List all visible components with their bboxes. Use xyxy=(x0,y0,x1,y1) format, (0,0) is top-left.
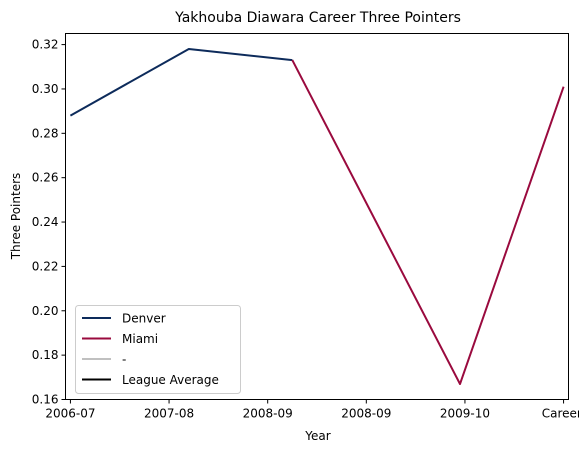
x-tick-label: 2008-09 xyxy=(341,407,391,421)
x-tick-label: 2006-07 xyxy=(45,407,95,421)
series-line-miami xyxy=(291,59,565,385)
plot-area xyxy=(69,48,565,385)
y-tick-label: 0.30 xyxy=(32,82,59,96)
y-tick-label: 0.16 xyxy=(32,393,59,407)
y-axis-label: Three Pointers xyxy=(9,173,23,261)
x-tick-label: 2008-09 xyxy=(243,407,293,421)
x-tick-label: Career- xyxy=(542,407,579,421)
y-tick-label: 0.32 xyxy=(32,38,59,52)
y-tick-label: 0.18 xyxy=(32,348,59,362)
legend-label: Denver xyxy=(122,312,166,326)
legend-label: Miami xyxy=(122,332,158,346)
y-axis: 0.16 0.18 0.20 0.22 0.24 0.26 0.28 0.30 0.32 xyxy=(32,38,66,407)
x-tick-label: 2009-10 xyxy=(440,407,490,421)
legend-label: League Average xyxy=(122,373,219,387)
y-tick-label: 0.28 xyxy=(32,126,59,140)
y-tick-label: 0.26 xyxy=(32,171,59,185)
x-axis: 2006-07 2007-08 2008-09 2008-09 2009-10 Caree… xyxy=(45,399,579,421)
y-tick-label: 0.22 xyxy=(32,259,59,273)
y-tick-label: 0.24 xyxy=(32,215,59,229)
x-tick-label: 2007-08 xyxy=(144,407,194,421)
y-tick-label: 0.20 xyxy=(32,304,59,318)
legend: Denver Miami - League Average xyxy=(75,305,241,394)
x-axis-label: Year xyxy=(304,429,330,443)
plot-frame xyxy=(65,33,569,400)
chart-title: Yakhouba Diawara Career Three Pointers xyxy=(174,10,461,26)
legend-label: - xyxy=(122,353,126,367)
legend-box xyxy=(75,305,241,394)
series-line-denver xyxy=(69,48,293,117)
